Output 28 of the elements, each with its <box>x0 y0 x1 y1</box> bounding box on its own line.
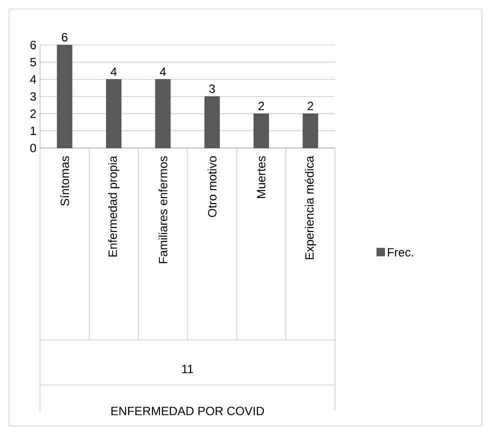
x-tick-label: Familiares enfermos <box>158 156 168 264</box>
bar <box>254 113 269 148</box>
bar <box>204 96 220 148</box>
y-tick-label: 6 <box>30 40 36 50</box>
x-tick-label: Síntomas <box>60 156 70 206</box>
data-label: 2 <box>308 102 314 110</box>
y-tick-label: 5 <box>30 58 36 66</box>
data-label: 2 <box>258 102 264 110</box>
x-tick-label: Enfermedad propia <box>108 156 120 256</box>
data-label: 4 <box>160 68 166 76</box>
y-tick-label: 1 <box>30 126 36 135</box>
bar <box>155 79 171 148</box>
data-label: 6 <box>62 33 68 42</box>
y-tick-label: 2 <box>30 109 36 118</box>
bar <box>106 79 122 148</box>
x-tick-label: Otro motivo <box>208 156 216 217</box>
legend-label: Frec. <box>388 248 414 257</box>
y-tick-label: 4 <box>30 75 36 84</box>
y-tick-label: 3 <box>30 92 36 101</box>
x-tick-label: Experiencia médica <box>304 156 316 260</box>
bar <box>302 113 318 148</box>
bar <box>56 44 72 148</box>
y-tick-label: 0 <box>30 144 36 152</box>
x-tick-label: Muertes <box>257 156 266 198</box>
text: ENFERMEDAD POR COVID <box>111 406 264 416</box>
data-label: 3 <box>209 84 215 93</box>
data-label: 4 <box>110 68 117 76</box>
text: 11 <box>182 364 194 374</box>
